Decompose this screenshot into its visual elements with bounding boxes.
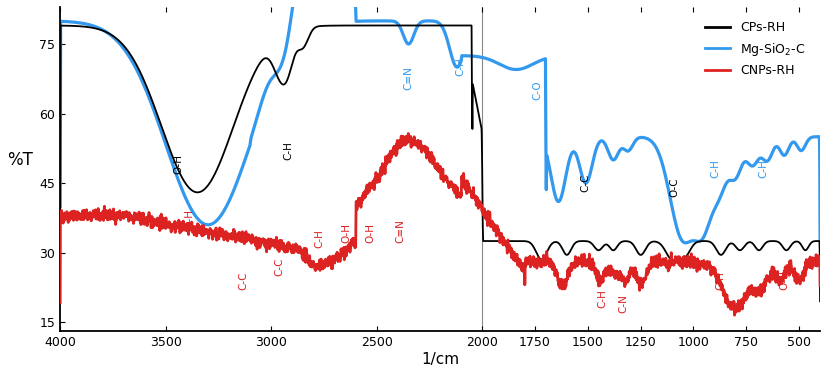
Text: C-C: C-C <box>275 257 284 276</box>
Legend: CPs-RH, Mg-SiO$_2$-C, CNPs-RH: CPs-RH, Mg-SiO$_2$-C, CNPs-RH <box>700 16 810 82</box>
Text: O-C: O-C <box>669 177 680 197</box>
Text: O-H: O-H <box>184 209 194 229</box>
Text: C-H: C-H <box>283 141 293 160</box>
Text: C≡N: C≡N <box>404 67 414 91</box>
Text: C≡N: C≡N <box>395 220 405 243</box>
Text: C-H: C-H <box>455 58 465 76</box>
Text: C-H: C-H <box>710 160 720 178</box>
Text: O-H: O-H <box>342 223 351 243</box>
Y-axis label: %T: %T <box>7 151 33 169</box>
Text: C-C: C-C <box>581 174 590 192</box>
Text: C-O: C-O <box>533 80 543 99</box>
Text: C-H: C-H <box>716 271 726 290</box>
X-axis label: 1/cm: 1/cm <box>421 352 459 367</box>
Text: C-H: C-H <box>315 229 325 248</box>
Text: C-H: C-H <box>598 289 608 308</box>
Text: O-H: O-H <box>174 154 184 174</box>
Text: C-N: C-N <box>619 294 629 313</box>
Text: C-C: C-C <box>239 271 249 290</box>
Text: O-H: O-H <box>366 223 375 243</box>
Text: C-H: C-H <box>758 160 768 178</box>
Text: O-H: O-H <box>779 270 789 290</box>
